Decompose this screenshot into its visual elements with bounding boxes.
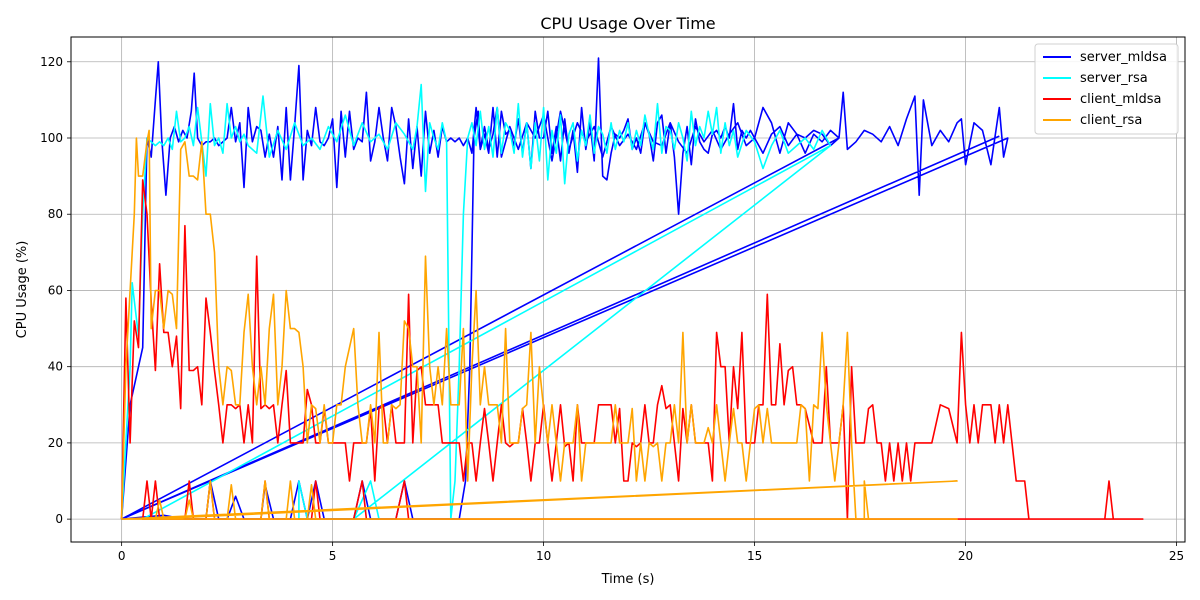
x-tick-label: 20	[958, 549, 973, 563]
y-axis-ticks: 0 20 40 60 80 100 120	[40, 55, 71, 526]
chart-title: CPU Usage Over Time	[540, 14, 715, 33]
y-tick-label: 0	[55, 512, 63, 526]
y-tick-label: 60	[48, 283, 63, 297]
y-tick-label: 40	[48, 360, 63, 374]
x-tick-label: 0	[118, 549, 126, 563]
legend-label-server_rsa: server_rsa	[1080, 71, 1148, 86]
series-line-server_rsa	[120, 83, 832, 520]
legend-label-client_mldsa: client_mldsa	[1080, 92, 1161, 107]
series-line-client_mldsa	[120, 179, 1144, 520]
legend: server_mldsa server_rsa client_mldsaclient…	[1034, 43, 1179, 135]
x-tick-label: 15	[747, 549, 762, 563]
plot-frame	[70, 36, 1186, 543]
y-tick-label: 120	[40, 55, 63, 69]
series-layer	[120, 57, 1144, 520]
y-axis-label: CPU Usage (%)	[15, 241, 30, 339]
x-tick-label: 10	[536, 549, 551, 563]
x-tick-label: 5	[329, 549, 337, 563]
series-line-client_rsa	[120, 129, 958, 520]
y-tick-label: 80	[48, 207, 63, 221]
y-tick-label: 100	[40, 131, 63, 145]
x-axis-label: Time (s)	[601, 572, 655, 587]
legend-box	[1034, 43, 1179, 135]
legend-label-client_rsa: client_rsa	[1080, 113, 1142, 128]
y-tick-label: 20	[48, 436, 63, 450]
legend-label-server_mldsa: server_mldsa	[1080, 50, 1167, 65]
x-tick-label: 25	[1169, 549, 1184, 563]
x-axis-ticks: 0 5 10 15 20 25	[118, 542, 1184, 563]
